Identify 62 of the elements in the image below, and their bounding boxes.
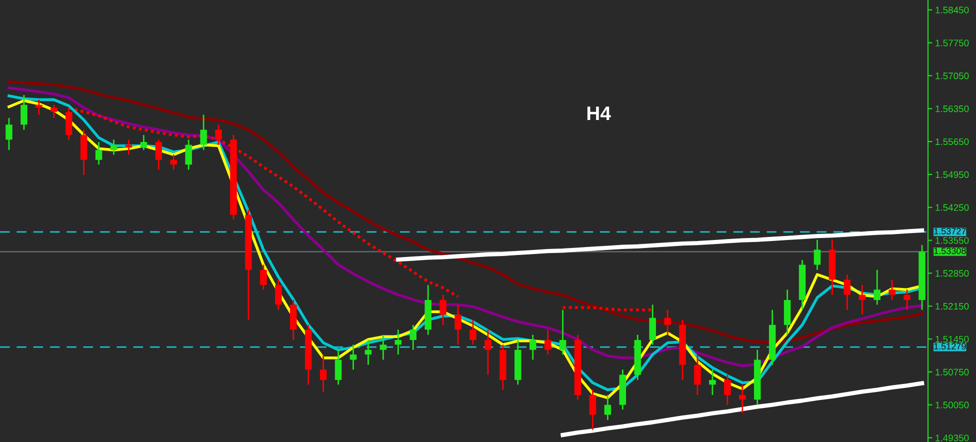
candlestick xyxy=(858,284,866,316)
y-tick-label: 1.54950 xyxy=(936,171,969,178)
candlestick xyxy=(200,114,207,151)
candlestick xyxy=(36,98,42,116)
candlestick xyxy=(888,279,896,301)
candlestick xyxy=(904,288,910,311)
candlestick xyxy=(260,264,267,290)
candlestick xyxy=(484,328,492,376)
ref-line-label: 1.53727 xyxy=(934,228,966,234)
y-tick-label: 1.53550 xyxy=(936,237,969,244)
candlestick xyxy=(739,384,746,414)
y-tick-label: 1.57050 xyxy=(936,72,969,80)
candlestick xyxy=(275,279,282,311)
y-tick-label: 1.50050 xyxy=(936,402,969,408)
candlestick xyxy=(724,374,731,406)
candlestick xyxy=(380,334,387,360)
candlestick xyxy=(649,304,656,346)
candlestick xyxy=(814,239,821,271)
y-tick-label: 1.58450 xyxy=(936,6,969,14)
ref-line-label: 1.53308 xyxy=(934,248,966,254)
candlestick xyxy=(664,309,671,336)
candlestick xyxy=(470,319,476,346)
y-tick-label: 1.54250 xyxy=(936,204,969,211)
y-tick-label: 1.55650 xyxy=(936,138,969,146)
y-tick-label: 1.51450 xyxy=(936,336,969,343)
candlestick xyxy=(410,324,416,351)
y-tick-label: 1.52150 xyxy=(936,302,969,310)
candlestick xyxy=(364,339,372,366)
candlestick xyxy=(604,394,612,421)
candlestick xyxy=(50,104,58,119)
y-tick-label: 1.49350 xyxy=(936,434,969,442)
candlestick xyxy=(844,274,851,311)
candlestick xyxy=(140,134,148,151)
candlestick xyxy=(394,328,402,356)
y-tick-label: 1.50750 xyxy=(936,368,969,376)
y-tick-label: 1.56350 xyxy=(936,105,969,112)
candlestick xyxy=(694,354,701,396)
candlestick xyxy=(874,269,880,306)
candlestick xyxy=(334,349,342,386)
candlestick xyxy=(155,138,162,170)
candlestick xyxy=(544,328,552,356)
candlestick xyxy=(559,309,566,356)
y-tick-label: 1.52850 xyxy=(936,270,969,277)
candlestick xyxy=(185,138,192,170)
candlestick xyxy=(215,124,222,146)
candlestick xyxy=(110,138,118,156)
line-series xyxy=(560,381,924,438)
candlestick xyxy=(589,389,596,430)
candlestick xyxy=(20,94,28,130)
ref-line-label: 1.51279 xyxy=(934,343,966,350)
candlestick xyxy=(440,294,446,326)
candlestick xyxy=(95,141,102,166)
candlestick xyxy=(454,304,462,346)
line-series xyxy=(396,228,924,262)
candlestick xyxy=(709,368,716,396)
candlestick xyxy=(350,344,357,370)
candlestick xyxy=(170,154,177,170)
candlestick xyxy=(320,354,327,392)
y-tick-label: 1.57750 xyxy=(936,40,969,46)
candlestick xyxy=(6,117,12,151)
candlestick xyxy=(529,334,536,360)
text: H4 xyxy=(587,106,611,120)
